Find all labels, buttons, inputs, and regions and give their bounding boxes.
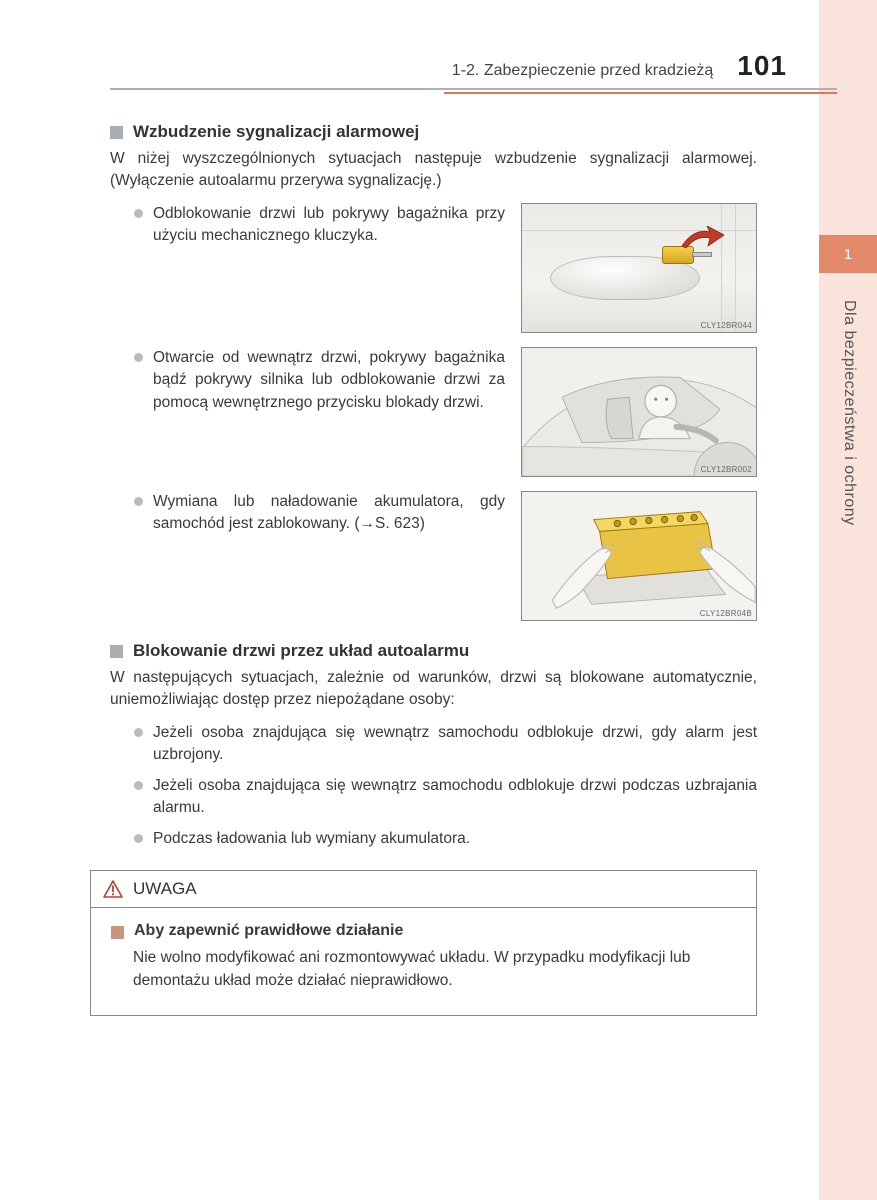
bullet-item: Jeżeli osoba znajdująca się wewnątrz sam…: [134, 775, 757, 820]
illustration-person-in-car: CLY12BR002: [521, 347, 757, 477]
notice-paragraph: Nie wolno modyfikować ani rozmontowywać …: [133, 946, 736, 993]
warning-triangle-icon: [103, 880, 123, 898]
illustration-battery-hands: CLY12BR04B: [521, 491, 757, 621]
section1-item2-text: Otwarcie od wewnątrz drzwi, pokrywy baga…: [153, 347, 505, 414]
image-code: CLY12BR044: [701, 321, 752, 330]
section1-heading: Wzbudzenie sygnalizacji alarmowej: [133, 122, 419, 142]
square-marker-accent-icon: [111, 926, 124, 939]
section2-item1: Jeżeli osoba znajdująca się wewnątrz sam…: [153, 722, 757, 767]
section1-item-2: Otwarcie od wewnątrz drzwi, pokrywy baga…: [110, 347, 757, 477]
bullet-dot-icon: [134, 497, 143, 506]
section2-item3: Podczas ładowania lub wymiany akumulator…: [153, 828, 470, 850]
section1-intro: W niżej wyszczególnionych sytuacjach nas…: [110, 148, 757, 193]
section1-item-3: Wymiana lub naładowanie akumulatora, gdy…: [110, 491, 757, 621]
notice-box: UWAGA Aby zapewnić prawidłowe działanie …: [90, 870, 757, 1016]
section2-item2: Jeżeli osoba znajdująca się wewnątrz sam…: [153, 775, 757, 820]
square-marker-icon: [110, 126, 123, 139]
bullet-item: Otwarcie od wewnątrz drzwi, pokrywy baga…: [134, 347, 505, 414]
image-code: CLY12BR002: [701, 465, 752, 474]
section-alarm-trigger: Wzbudzenie sygnalizacji alarmowej W niże…: [110, 122, 757, 621]
section2-intro: W następujących sytuacjach, zależnie od …: [110, 667, 757, 712]
section-door-lock: Blokowanie drzwi przez układ autoalarmu …: [110, 641, 757, 850]
section1-heading-row: Wzbudzenie sygnalizacji alarmowej: [110, 122, 757, 142]
notice-heading: Aby zapewnić prawidłowe działanie: [134, 922, 403, 940]
arrow-icon: [680, 226, 724, 257]
square-marker-icon: [110, 645, 123, 658]
header-rule: [110, 88, 837, 90]
bullet-dot-icon: [134, 781, 143, 790]
section1-item1-text: Odblokowanie drzwi lub pokrywy bagażnika…: [153, 203, 505, 248]
notice-title: UWAGA: [133, 879, 197, 899]
bullet-dot-icon: [134, 353, 143, 362]
section2-heading-row: Blokowanie drzwi przez układ autoalarmu: [110, 641, 757, 661]
section1-item3-text: Wymiana lub naładowanie akumulatora, gdy…: [153, 491, 505, 536]
image-code: CLY12BR04B: [700, 609, 752, 618]
notice-body: Aby zapewnić prawidłowe działanie Nie wo…: [91, 908, 756, 1015]
bullet-item: Jeżeli osoba znajdująca się wewnątrz sam…: [134, 722, 757, 767]
bullet-item: Odblokowanie drzwi lub pokrywy bagażnika…: [134, 203, 505, 248]
bullet-item: Wymiana lub naładowanie akumulatora, gdy…: [134, 491, 505, 536]
section1-item-1: Odblokowanie drzwi lub pokrywy bagażnika…: [110, 203, 757, 333]
bullet-item: Podczas ładowania lub wymiany akumulator…: [134, 828, 757, 850]
notice-title-bar: UWAGA: [91, 871, 756, 908]
illustration-door-handle-key: CLY12BR044: [521, 203, 757, 333]
bullet-dot-icon: [134, 209, 143, 218]
bullet-dot-icon: [134, 834, 143, 843]
bullet-dot-icon: [134, 728, 143, 737]
notice-heading-row: Aby zapewnić prawidłowe działanie: [111, 922, 736, 940]
page-number: 101: [737, 50, 787, 82]
section2-heading: Blokowanie drzwi przez układ autoalarmu: [133, 641, 469, 661]
page-header: 1-2. Zabezpieczenie przed kradzieżą 101: [110, 50, 837, 82]
header-rule-accent: [444, 92, 837, 94]
breadcrumb: 1-2. Zabezpieczenie przed kradzieżą: [452, 62, 713, 80]
page-content: 1-2. Zabezpieczenie przed kradzieżą 101 …: [0, 0, 877, 1200]
main-content: Wzbudzenie sygnalizacji alarmowej W niże…: [110, 122, 837, 1016]
